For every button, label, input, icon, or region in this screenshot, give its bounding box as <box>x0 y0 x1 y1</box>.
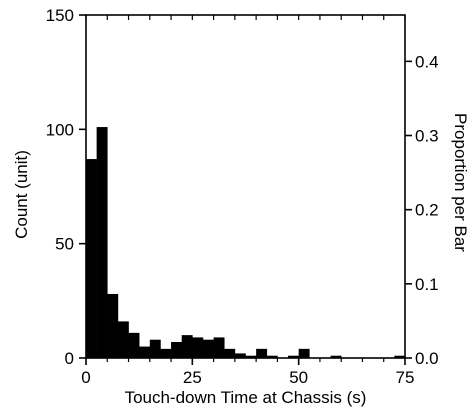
y-right-axis-ticks: 0.0 0.1 0.2 0.3 0.4 <box>405 52 439 368</box>
histogram-bar <box>128 332 140 358</box>
x-tick-label: 0 <box>81 368 90 387</box>
histogram-bar <box>256 348 268 358</box>
histogram-bar <box>245 355 257 358</box>
histogram-bar <box>192 337 204 358</box>
histogram-bar <box>298 348 310 358</box>
y-right-axis-title: Proportion per Bar <box>451 113 469 252</box>
histogram-bar <box>96 127 108 359</box>
y-left-axis-title: Count (unit) <box>12 150 31 239</box>
histogram-bar <box>288 355 299 358</box>
x-tick-label: 50 <box>289 368 308 387</box>
histogram-bar <box>266 355 278 358</box>
x-tick-label: 75 <box>396 368 415 387</box>
histogram-bar <box>139 346 151 358</box>
y-right-tick-label: 0.3 <box>415 127 439 146</box>
histogram-bar <box>107 293 119 358</box>
histogram-bar <box>202 339 214 358</box>
y-right-tick-label: 0.4 <box>415 52 439 71</box>
histogram-bar <box>160 348 172 358</box>
x-axis-ticks: 0 25 50 75 <box>81 358 414 387</box>
histogram-bar <box>224 348 236 358</box>
y-right-tick-label: 0.2 <box>415 201 439 220</box>
y-left-axis-ticks: 0 50 100 150 <box>46 6 86 368</box>
histogram-bar <box>86 159 97 358</box>
y-right-tick-label: 0.0 <box>415 349 439 368</box>
histogram-bar <box>171 341 182 358</box>
histogram-bar <box>149 339 161 358</box>
y-right-tick-label: 0.1 <box>415 275 439 294</box>
x-tick-label: 25 <box>183 368 202 387</box>
top-axis-ticks <box>85 15 406 20</box>
x-axis-title: Touch-down Time at Chassis (s) <box>125 388 367 407</box>
histogram-bar <box>330 355 342 358</box>
histogram-bar <box>394 355 406 358</box>
y-left-tick-label: 100 <box>46 120 74 139</box>
y-left-tick-label: 0 <box>65 349 74 368</box>
histogram-bar <box>213 337 225 358</box>
histogram-bar <box>181 335 193 358</box>
histogram-bar <box>117 321 129 358</box>
y-left-tick-label: 50 <box>55 235 74 254</box>
histogram-bar <box>234 353 246 358</box>
histogram-bars <box>86 127 406 359</box>
plot-frame <box>85 14 406 359</box>
y-left-tick-label: 150 <box>46 6 74 25</box>
